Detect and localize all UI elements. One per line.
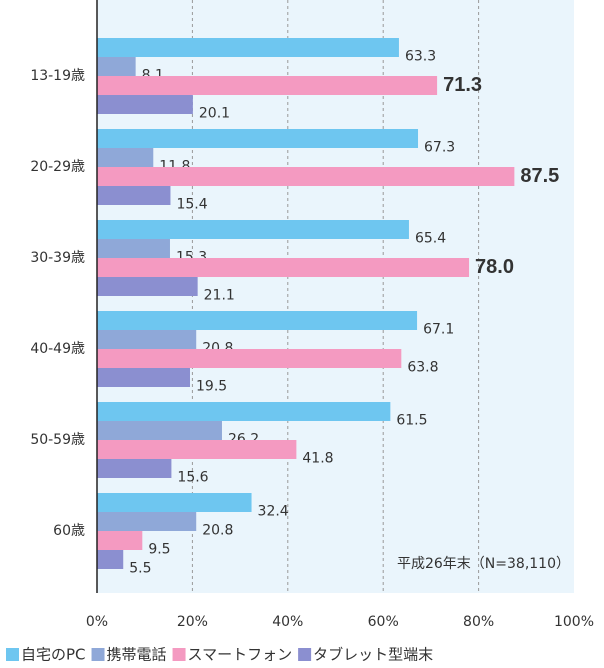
value-label: 21.1 [204, 288, 235, 304]
bar [97, 493, 252, 512]
bar [97, 330, 197, 349]
bar [97, 421, 222, 440]
value-label: 65.4 [415, 231, 446, 247]
value-label: 67.3 [424, 140, 455, 156]
value-label: 71.3 [443, 74, 482, 96]
value-label: 32.4 [258, 504, 289, 520]
bar [97, 368, 191, 387]
x-tick-label: 0% [86, 614, 108, 630]
value-label: 41.8 [302, 451, 333, 467]
bar [97, 277, 198, 296]
value-label: 15.4 [176, 197, 207, 213]
legend-label: タブレット型端末 [313, 646, 433, 664]
bar [97, 95, 193, 114]
category-label: 13-19歳 [30, 68, 85, 84]
value-label: 9.5 [148, 542, 170, 558]
category-label: 50-59歳 [30, 432, 85, 448]
annotation: 平成26年末（N=38,110） [397, 556, 570, 572]
value-label: 61.5 [396, 413, 427, 429]
bar [97, 220, 409, 239]
x-tick-label: 60% [368, 614, 399, 630]
category-label: 40-49歳 [30, 341, 85, 357]
bar [97, 258, 470, 277]
x-tick-label: 80% [463, 614, 494, 630]
legend-swatch [298, 648, 312, 661]
bar [97, 38, 399, 57]
value-label: 19.5 [196, 379, 227, 395]
legend-swatch [91, 648, 105, 661]
bar [97, 311, 418, 330]
category-label: 60歳 [53, 523, 85, 539]
bar [97, 167, 515, 186]
legend-label: スマートフォン [188, 646, 293, 664]
bar [97, 402, 391, 421]
bar [97, 531, 143, 550]
bar [97, 239, 170, 258]
legend-label: 自宅のPC [21, 646, 86, 664]
value-label: 5.5 [129, 561, 151, 577]
x-tick-label: 40% [272, 614, 303, 630]
category-label: 20-29歳 [30, 159, 85, 175]
bar [97, 440, 297, 459]
category-label: 30-39歳 [30, 250, 85, 266]
bar [97, 512, 197, 531]
x-tick-label: 100% [554, 614, 594, 630]
x-tick-label: 20% [177, 614, 208, 630]
value-label: 20.1 [199, 106, 230, 122]
value-label: 67.1 [423, 322, 454, 338]
bar [97, 76, 438, 95]
value-label: 20.8 [202, 523, 233, 539]
bar [97, 148, 154, 167]
value-label: 63.8 [407, 360, 438, 376]
value-label: 78.0 [475, 256, 514, 278]
legend-swatch [6, 648, 19, 661]
legend-swatch [172, 648, 186, 661]
value-label: 63.3 [405, 49, 436, 65]
bar [97, 550, 124, 569]
legend-label: 携帯電話 [107, 646, 167, 664]
bar [97, 459, 172, 478]
bar [97, 349, 402, 368]
bar [97, 57, 136, 76]
bar [97, 186, 171, 205]
value-label: 87.5 [520, 165, 559, 187]
bar [97, 129, 419, 148]
value-label: 15.6 [177, 470, 208, 486]
